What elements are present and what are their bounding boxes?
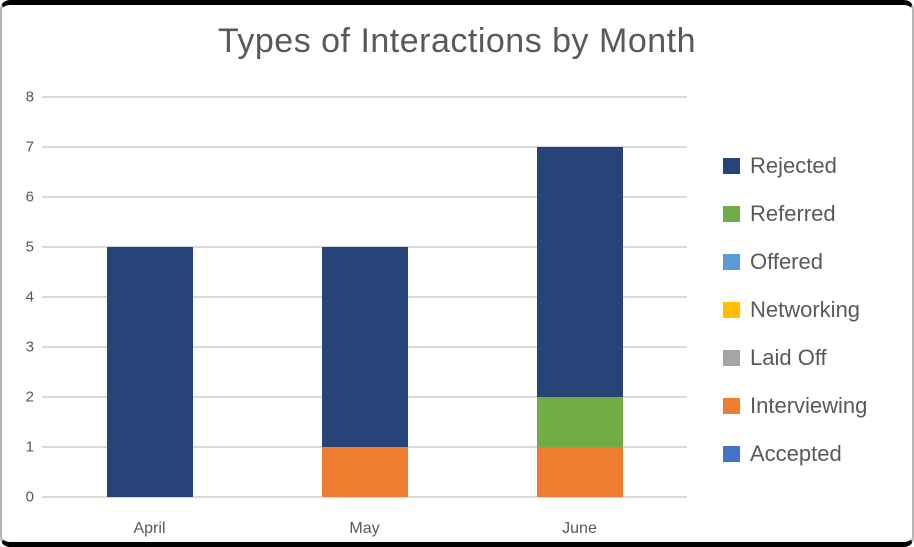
legend-label: Networking: [750, 297, 861, 322]
legend-swatch: [723, 350, 740, 366]
bar-segment-interviewing: [536, 447, 623, 497]
legend: Rejected Referred Offered Networking Laid Of…: [723, 142, 867, 478]
legend-swatch: [723, 158, 740, 174]
legend-label: Laid Off: [750, 345, 827, 370]
legend-swatch: [723, 206, 740, 222]
chart-title: Types of Interactions by Month: [217, 22, 697, 60]
y-axis-tick-label: 0: [25, 488, 34, 506]
bar-segment-referred: [536, 397, 623, 447]
y-axis-tick-label: 5: [25, 238, 34, 256]
y-axis-tick-label: 2: [25, 388, 34, 406]
y-axis-tick-label: 1: [25, 438, 34, 456]
gridline: [42, 146, 687, 148]
bar-june: [536, 147, 623, 497]
x-axis-label: April: [133, 520, 166, 537]
legend-label: Offered: [750, 249, 823, 274]
legend-item-referred: Referred: [723, 190, 867, 238]
legend-item-networking: Networking: [723, 286, 867, 334]
x-axis-label: May: [349, 520, 380, 537]
legend-swatch: [723, 254, 740, 270]
bar-segment-rejected: [321, 247, 408, 447]
gridline: [42, 196, 687, 198]
legend-item-offered: Offered: [723, 238, 867, 286]
legend-item-interviewing: Interviewing: [723, 382, 867, 430]
bar-segment-interviewing: [321, 447, 408, 497]
legend-label: Interviewing: [750, 393, 868, 418]
bar-may: [321, 247, 408, 497]
y-axis-tick-label: 6: [25, 188, 34, 206]
legend-item-rejected: Rejected: [723, 142, 867, 190]
bar-segment-rejected: [106, 247, 193, 497]
y-axis-tick-label: 8: [25, 88, 34, 106]
legend-item-accepted: Accepted: [723, 430, 867, 478]
gridline: [42, 96, 687, 98]
gridline: [42, 496, 687, 498]
legend-swatch: [723, 398, 740, 414]
y-axis-tick-label: 4: [25, 288, 34, 306]
legend-label: Accepted: [750, 441, 842, 466]
bar-segment-rejected: [536, 147, 623, 397]
legend-swatch: [723, 446, 740, 462]
legend-item-laid-off: Laid Off: [723, 334, 867, 382]
bar-april: [106, 247, 193, 497]
x-axis-label: June: [562, 520, 597, 537]
legend-swatch: [723, 302, 740, 318]
y-axis-tick-label: 7: [25, 138, 34, 156]
plot-area: 0 1 2 3 4 5 6 7 8 April May June: [26, 90, 687, 537]
legend-label: Rejected: [750, 153, 837, 178]
y-axis-tick-label: 3: [25, 338, 34, 356]
legend-label: Referred: [750, 201, 836, 226]
